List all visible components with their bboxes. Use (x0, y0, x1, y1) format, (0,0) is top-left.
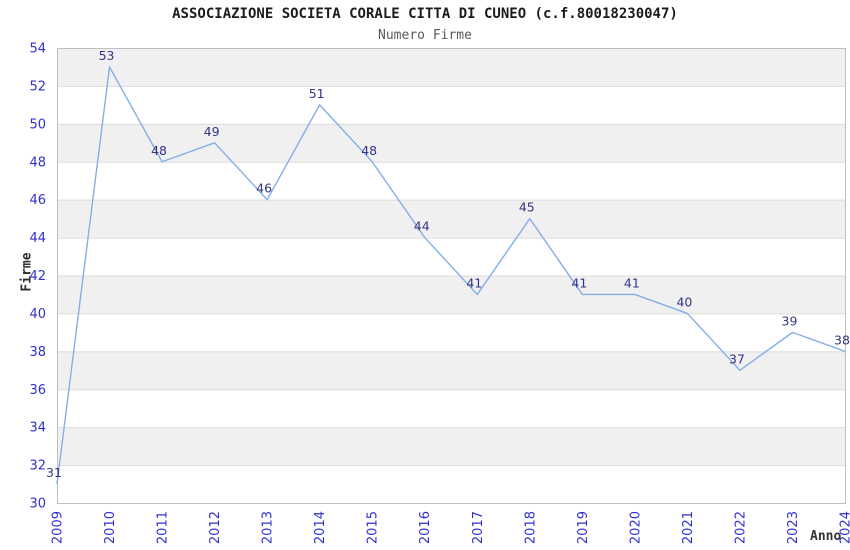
x-tick-label: 2018 (523, 511, 538, 544)
y-tick-label: 38 (29, 345, 46, 360)
data-line (56, 66, 846, 485)
y-tick-label: 52 (29, 79, 46, 94)
data-point-label: 44 (414, 219, 430, 234)
x-tick-label: 2016 (418, 511, 433, 544)
x-axis-title: Anno (810, 529, 842, 544)
data-point-label: 45 (519, 200, 535, 215)
y-tick-label: 30 (29, 497, 46, 512)
x-tick-label: 2020 (628, 511, 643, 544)
data-point-label: 53 (99, 48, 115, 63)
data-point-label: 41 (466, 275, 482, 290)
data-point-label: 38 (834, 332, 850, 347)
data-point-label: 48 (361, 143, 377, 158)
data-point-label: 41 (624, 275, 640, 290)
grid-band (57, 48, 845, 86)
grid-band (57, 275, 845, 314)
x-tick-label: 2015 (366, 511, 381, 544)
x-tick-label: 2019 (576, 511, 591, 544)
x-tick-label: 2023 (786, 511, 801, 544)
y-tick-label: 40 (29, 307, 46, 322)
x-tick-label: 2021 (681, 511, 696, 544)
x-tick-label: 2010 (103, 511, 118, 544)
data-point-label: 41 (571, 275, 587, 290)
x-tick-label: 2013 (261, 511, 276, 544)
x-tick-label: 2017 (471, 511, 486, 544)
grid-band (57, 427, 845, 466)
grid-band (57, 199, 845, 238)
y-tick-label: 36 (29, 383, 46, 398)
x-tick-label: 2011 (156, 511, 171, 544)
chart-title: ASSOCIAZIONE SOCIETA CORALE CITTA DI CUN… (172, 6, 678, 22)
grid-band (57, 123, 845, 162)
chart-subtitle: Numero Firme (378, 28, 472, 43)
y-tick-label: 44 (29, 231, 46, 246)
y-tick-label: 34 (29, 421, 46, 436)
data-point-label: 49 (204, 124, 220, 139)
data-point-label: 51 (309, 86, 325, 101)
y-tick-label: 50 (29, 117, 46, 132)
x-tick-label: 2014 (313, 511, 328, 544)
data-point-label: 39 (782, 313, 798, 328)
data-point-label: 40 (676, 294, 692, 309)
y-tick-label: 48 (29, 155, 46, 170)
x-tick-label: 2009 (51, 511, 66, 544)
data-point-label: 46 (256, 181, 272, 196)
y-tick-label: 46 (29, 193, 46, 208)
x-tick-label: 2012 (208, 511, 223, 544)
x-tick-label: 2024 (839, 511, 850, 544)
y-tick-label: 32 (29, 459, 46, 474)
grid-band (57, 351, 845, 390)
plot-border (57, 48, 846, 504)
y-tick-label: 54 (29, 42, 46, 57)
data-point-label: 31 (46, 465, 62, 480)
y-tick-label: 42 (29, 269, 46, 284)
data-point-label: 37 (729, 351, 745, 366)
data-point-label: 48 (151, 143, 167, 158)
x-tick-label: 2022 (733, 511, 748, 544)
